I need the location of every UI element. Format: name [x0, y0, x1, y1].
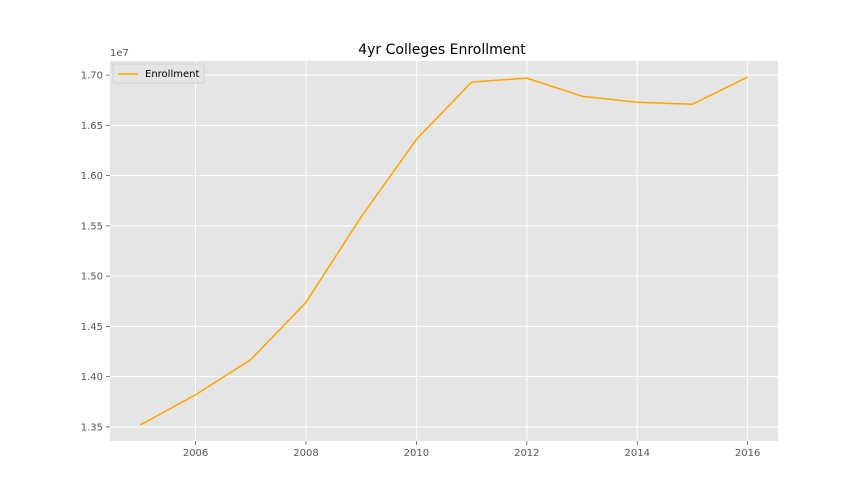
- x-tick-label: 2014: [624, 448, 649, 459]
- series-line-enrollment: [140, 76, 748, 426]
- x-tick-label: 2016: [735, 448, 760, 459]
- y-tick-label: 1.70: [81, 71, 103, 82]
- data-point: [636, 101, 639, 104]
- data-point: [525, 77, 528, 80]
- y-offset-label: 1e7: [110, 48, 129, 59]
- y-tick-label: 1.45: [81, 322, 103, 333]
- y-tick-label: 1.60: [81, 171, 103, 182]
- y-axis: 1.35 1.40 1.45 1.50 1.55 1.60 1.65 1.70: [81, 71, 110, 433]
- legend-box: [112, 63, 205, 84]
- data-point: [249, 358, 252, 361]
- data-point: [746, 76, 749, 79]
- y-tick-label: 1.65: [81, 121, 103, 132]
- y-tick-label: 1.40: [81, 372, 103, 383]
- series-layer: [139, 76, 749, 426]
- x-tick-label: 2008: [293, 448, 318, 459]
- y-tick-label: 1.55: [81, 221, 103, 232]
- grid-lines: [110, 61, 778, 441]
- legend: Enrollment: [112, 63, 205, 84]
- data-point: [581, 95, 584, 98]
- data-point: [415, 138, 418, 141]
- data-point: [470, 81, 473, 84]
- legend-label: Enrollment: [145, 69, 199, 80]
- x-tick-label: 2010: [404, 448, 429, 459]
- y-tick-label: 1.50: [81, 272, 103, 283]
- data-point: [194, 393, 197, 396]
- chart-title: 4yr Colleges Enrollment: [358, 42, 526, 58]
- x-tick-label: 2006: [183, 448, 208, 459]
- y-tick-label: 1.35: [81, 422, 103, 433]
- data-point: [360, 215, 363, 218]
- data-point: [139, 423, 142, 426]
- plot-area: [110, 61, 778, 441]
- data-point: [304, 301, 307, 304]
- x-axis: 2006 2008 2010 2012 2014 2016: [183, 441, 760, 459]
- data-point: [691, 103, 694, 106]
- x-tick-label: 2012: [514, 448, 539, 459]
